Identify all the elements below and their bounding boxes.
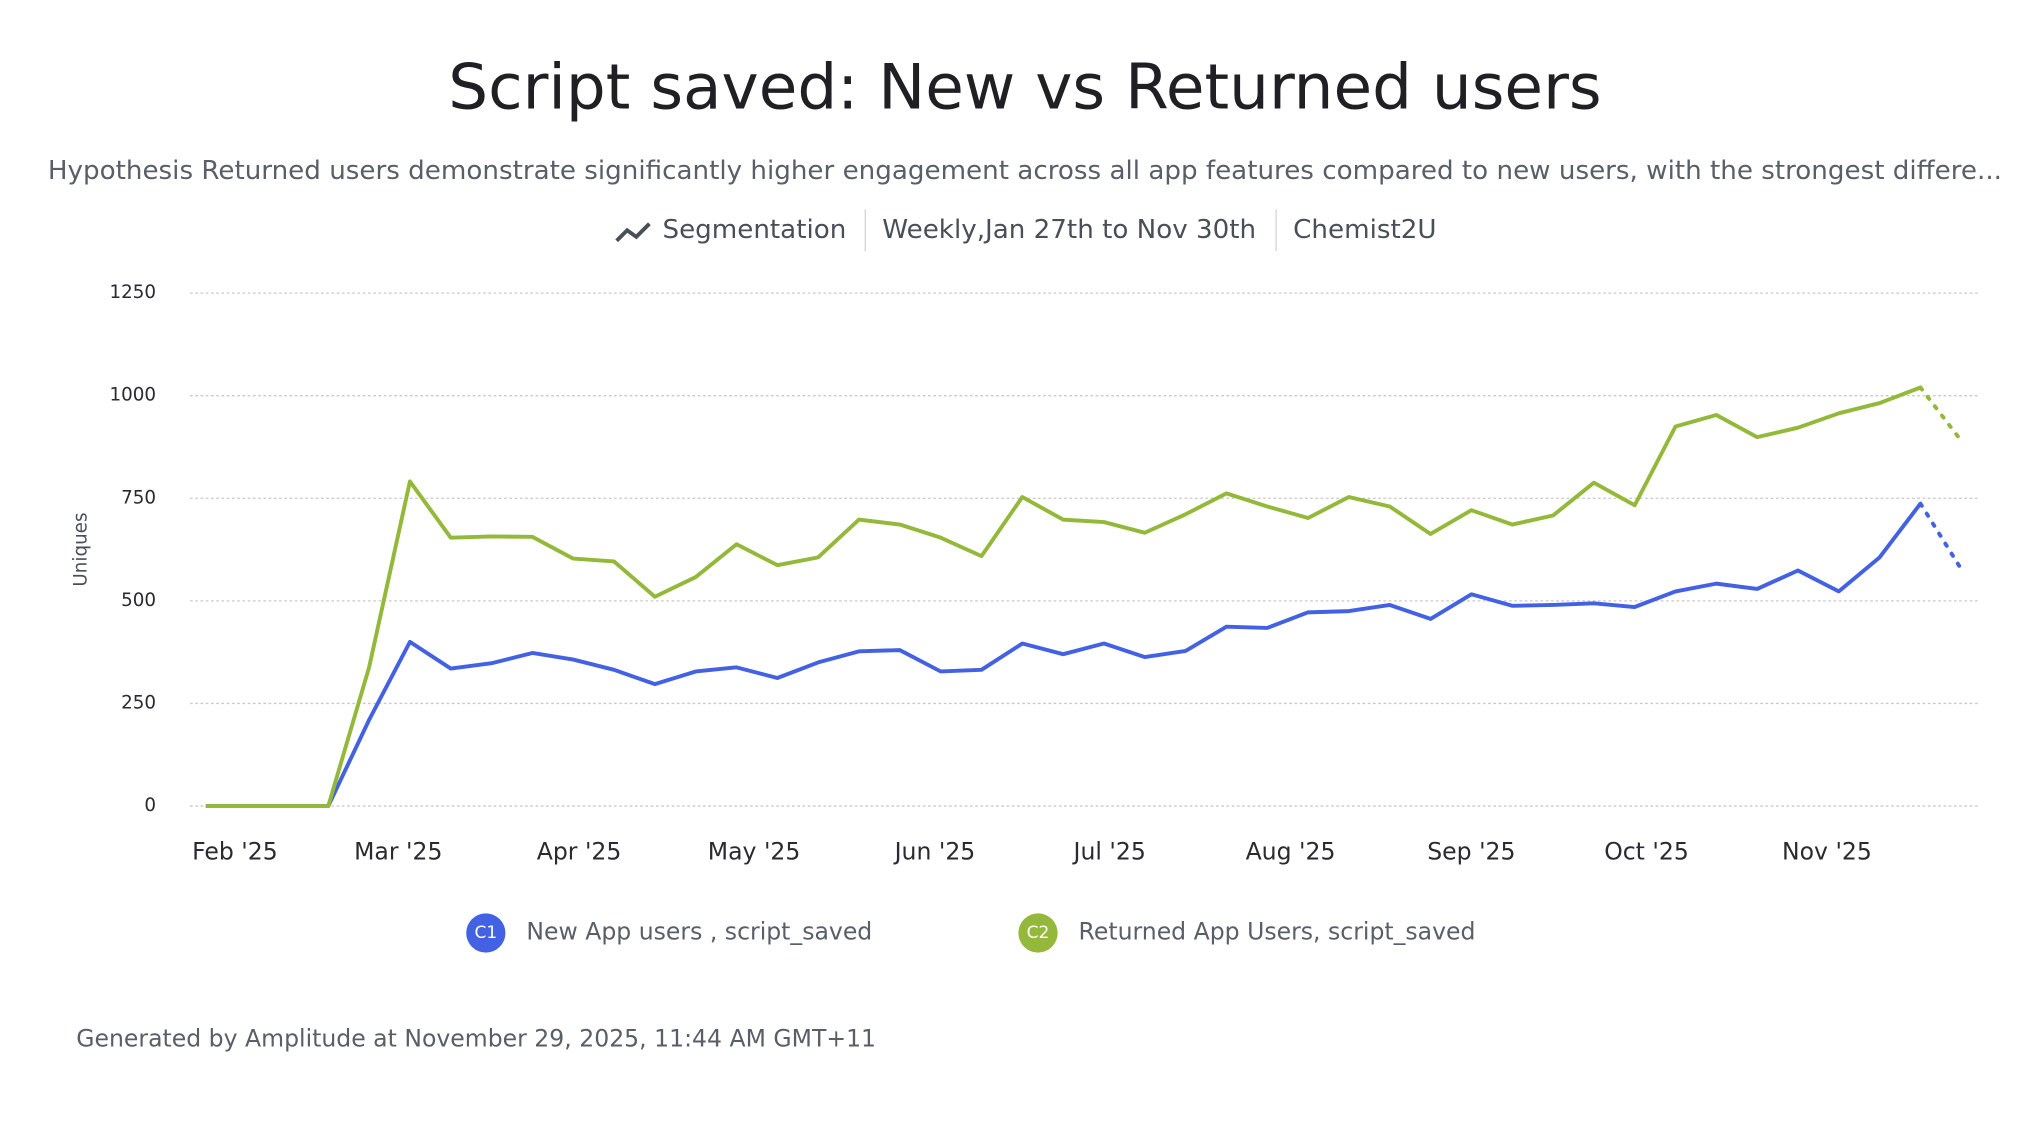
y-tick-label: 750 bbox=[121, 487, 156, 508]
legend-label: New App users , script_saved bbox=[526, 917, 872, 945]
segmentation-icon bbox=[615, 222, 651, 243]
y-tick-label: 500 bbox=[121, 590, 156, 611]
x-tick-label: Feb '25 bbox=[192, 838, 278, 866]
x-tick-label: Mar '25 bbox=[354, 838, 442, 866]
series-line-incomplete bbox=[1918, 385, 1964, 443]
x-tick-label: Aug '25 bbox=[1246, 838, 1336, 866]
x-tick-label: Apr '25 bbox=[537, 838, 622, 866]
legend-swatch bbox=[466, 913, 506, 953]
meta-item: Weekly,Jan 27th to Nov 30th bbox=[882, 215, 1256, 245]
y-tick-label: 1250 bbox=[110, 282, 157, 303]
x-tick-label: Oct '25 bbox=[1604, 838, 1689, 866]
legend-label: Returned App Users, script_saved bbox=[1079, 917, 1476, 945]
x-tick-label: Nov '25 bbox=[1782, 838, 1872, 866]
footer: Generated by Amplitude at November 29, 2… bbox=[76, 1025, 876, 1053]
meta-item: Chemist2U bbox=[1293, 215, 1436, 245]
y-tick-label: 0 bbox=[144, 795, 156, 816]
x-tick-label: Jun '25 bbox=[893, 838, 976, 866]
x-tick-label: May '25 bbox=[708, 838, 801, 866]
meta-item: Segmentation bbox=[662, 215, 846, 245]
subtitle: Hypothesis Returned users demonstrate si… bbox=[48, 156, 2002, 186]
y-tick-label: 250 bbox=[121, 692, 156, 713]
legend-badge: C1 bbox=[474, 923, 497, 943]
y-tick-label: 1000 bbox=[110, 385, 157, 406]
legend-badge: C2 bbox=[1027, 923, 1050, 943]
legend-swatch bbox=[1018, 913, 1058, 953]
meta-bar: Segmentation Weekly,Jan 27th to Nov 30th… bbox=[615, 209, 1437, 252]
series-line-incomplete bbox=[1918, 501, 1964, 572]
x-tick-label: Sep '25 bbox=[1427, 838, 1515, 866]
chart-title: Script saved: New vs Returned users bbox=[448, 51, 1601, 124]
series-line bbox=[205, 502, 1923, 808]
series-line bbox=[205, 385, 1922, 808]
x-tick-label: Jul '25 bbox=[1072, 838, 1146, 866]
y-axis-label: Uniques bbox=[70, 513, 91, 587]
